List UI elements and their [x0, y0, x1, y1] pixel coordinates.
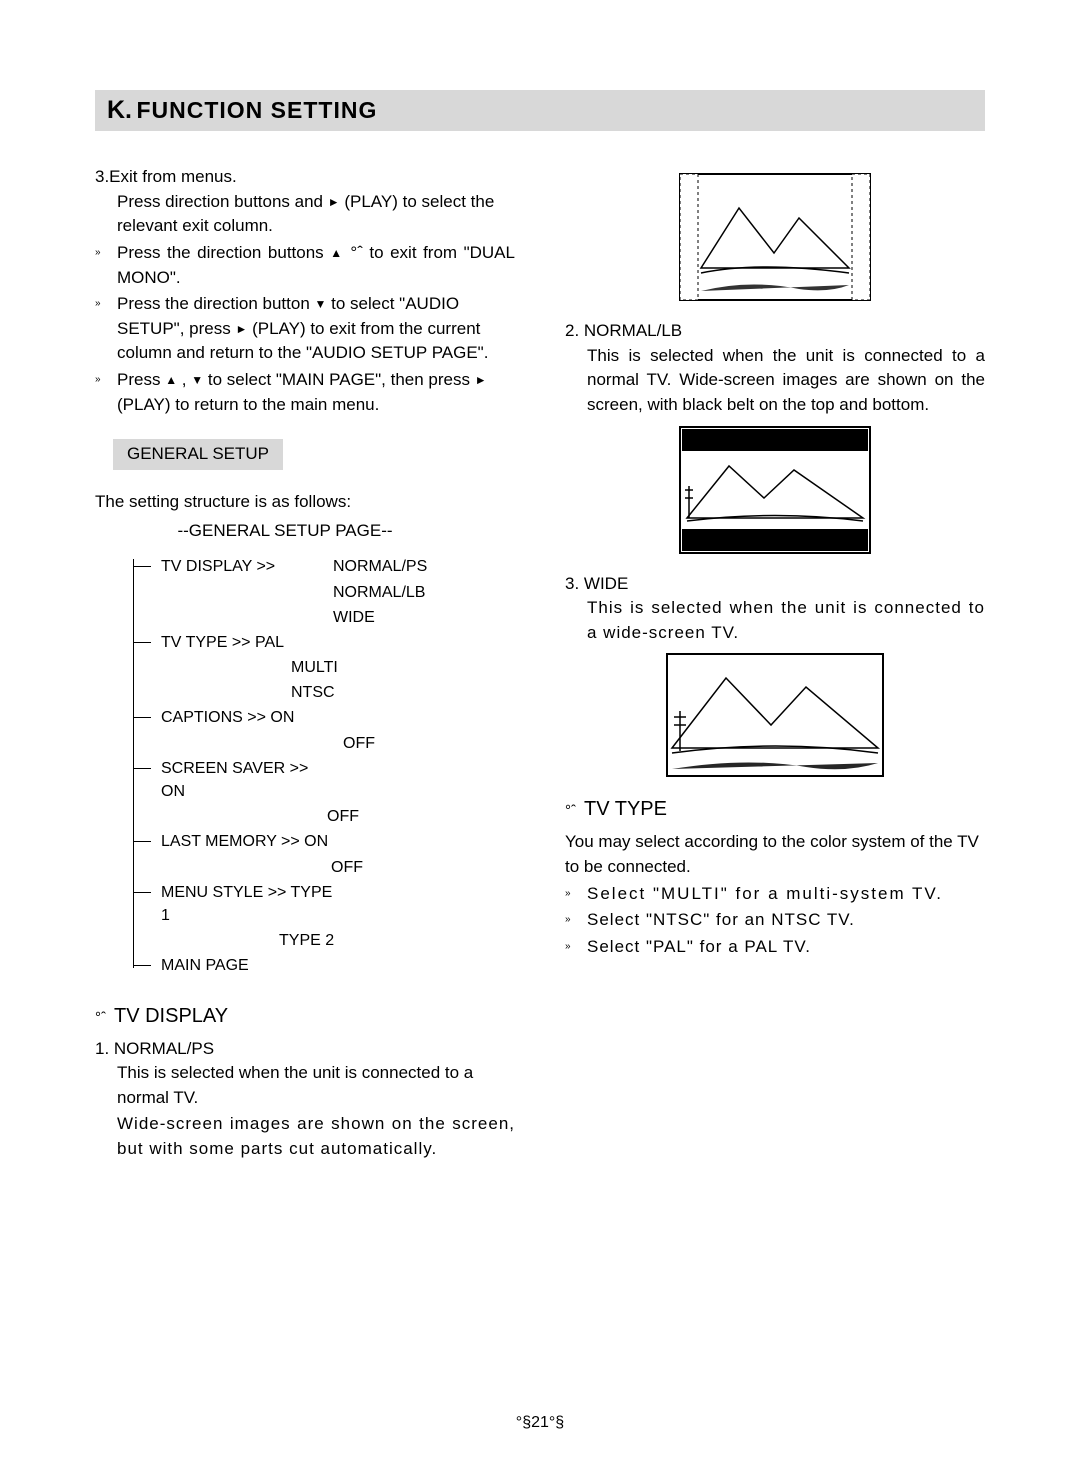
item-wide: 3. WIDE This is selected when the unit i… [565, 572, 985, 646]
tv-type-heading: °ˆTV TYPE [565, 795, 985, 824]
section-letter: K. [107, 96, 132, 124]
tree-branch: MENU STYLE >> TYPE 1 [133, 881, 515, 927]
down-icon: ▼ [191, 373, 203, 387]
bullet-icon: » [565, 935, 587, 960]
bullet-icon: » [95, 241, 117, 290]
exit-paragraph: Press direction buttons and ► (PLAY) to … [95, 190, 515, 239]
menu-tree: TV DISPLAY >> NORMAL/PS NORMAL/LB WIDE T… [133, 555, 515, 977]
general-setup-tag: GENERAL SETUP [113, 439, 283, 470]
left-column: 3.Exit from menus. Press direction butto… [95, 165, 515, 1162]
bullet-icon: » [95, 368, 117, 417]
play-icon: ► [475, 373, 487, 387]
bullet-item: » Select "NTSC" for an NTSC TV. [565, 908, 985, 933]
tree-branch: TV TYPE >> PAL [133, 631, 515, 654]
illustration-wide [666, 653, 884, 777]
illustration-normal-lb [679, 426, 871, 554]
bullet-icon: » [565, 908, 587, 933]
play-icon: ► [328, 195, 340, 209]
section-header: K. FUNCTION SETTING [95, 90, 985, 131]
bullet-item: » Press ▲ , ▼ to select "MAIN PAGE", the… [95, 368, 515, 417]
play-icon: ► [235, 322, 247, 336]
bullet-icon: » [95, 292, 117, 366]
structure-intro: The setting structure is as follows: [95, 490, 515, 515]
illustration-normal-ps [679, 173, 871, 301]
tree-branch: TV DISPLAY >> NORMAL/PS [133, 555, 515, 578]
tv-type-intro: You may select according to the color sy… [565, 830, 985, 879]
bullet-item: » Press the direction buttons ▲ °ˆ to ex… [95, 241, 515, 290]
section-title: FUNCTION SETTING [136, 97, 377, 123]
bullet-item: » Press the direction button ▼ to select… [95, 292, 515, 366]
tree-branch: CAPTIONS >> ON [133, 706, 515, 729]
item-normal-lb: 2. NORMAL/LB This is selected when the u… [565, 319, 985, 418]
bullet-icon: » [565, 882, 587, 907]
tv-display-heading: °ˆTV DISPLAY [95, 1002, 515, 1031]
tree-branch: LAST MEMORY >> ON [133, 830, 515, 853]
bullet-item: » Select "MULTI" for a multi-system TV. [565, 882, 985, 907]
tree-branch: SCREEN SAVER >> ON [133, 757, 515, 803]
bullet-item: » Select "PAL" for a PAL TV. [565, 935, 985, 960]
right-column: 2. NORMAL/LB This is selected when the u… [565, 165, 985, 1162]
up-icon: ▲ [165, 373, 177, 387]
structure-title: --GENERAL SETUP PAGE-- [55, 519, 515, 544]
down-icon: ▼ [315, 297, 327, 311]
up-icon: ▲ [330, 246, 344, 260]
tree-branch: MAIN PAGE [133, 954, 515, 977]
page-number: °§21°§ [0, 1414, 1080, 1432]
item-normal-ps: 1. NORMAL/PS This is selected when the u… [95, 1037, 515, 1162]
exit-heading: 3.Exit from menus. [95, 165, 515, 190]
